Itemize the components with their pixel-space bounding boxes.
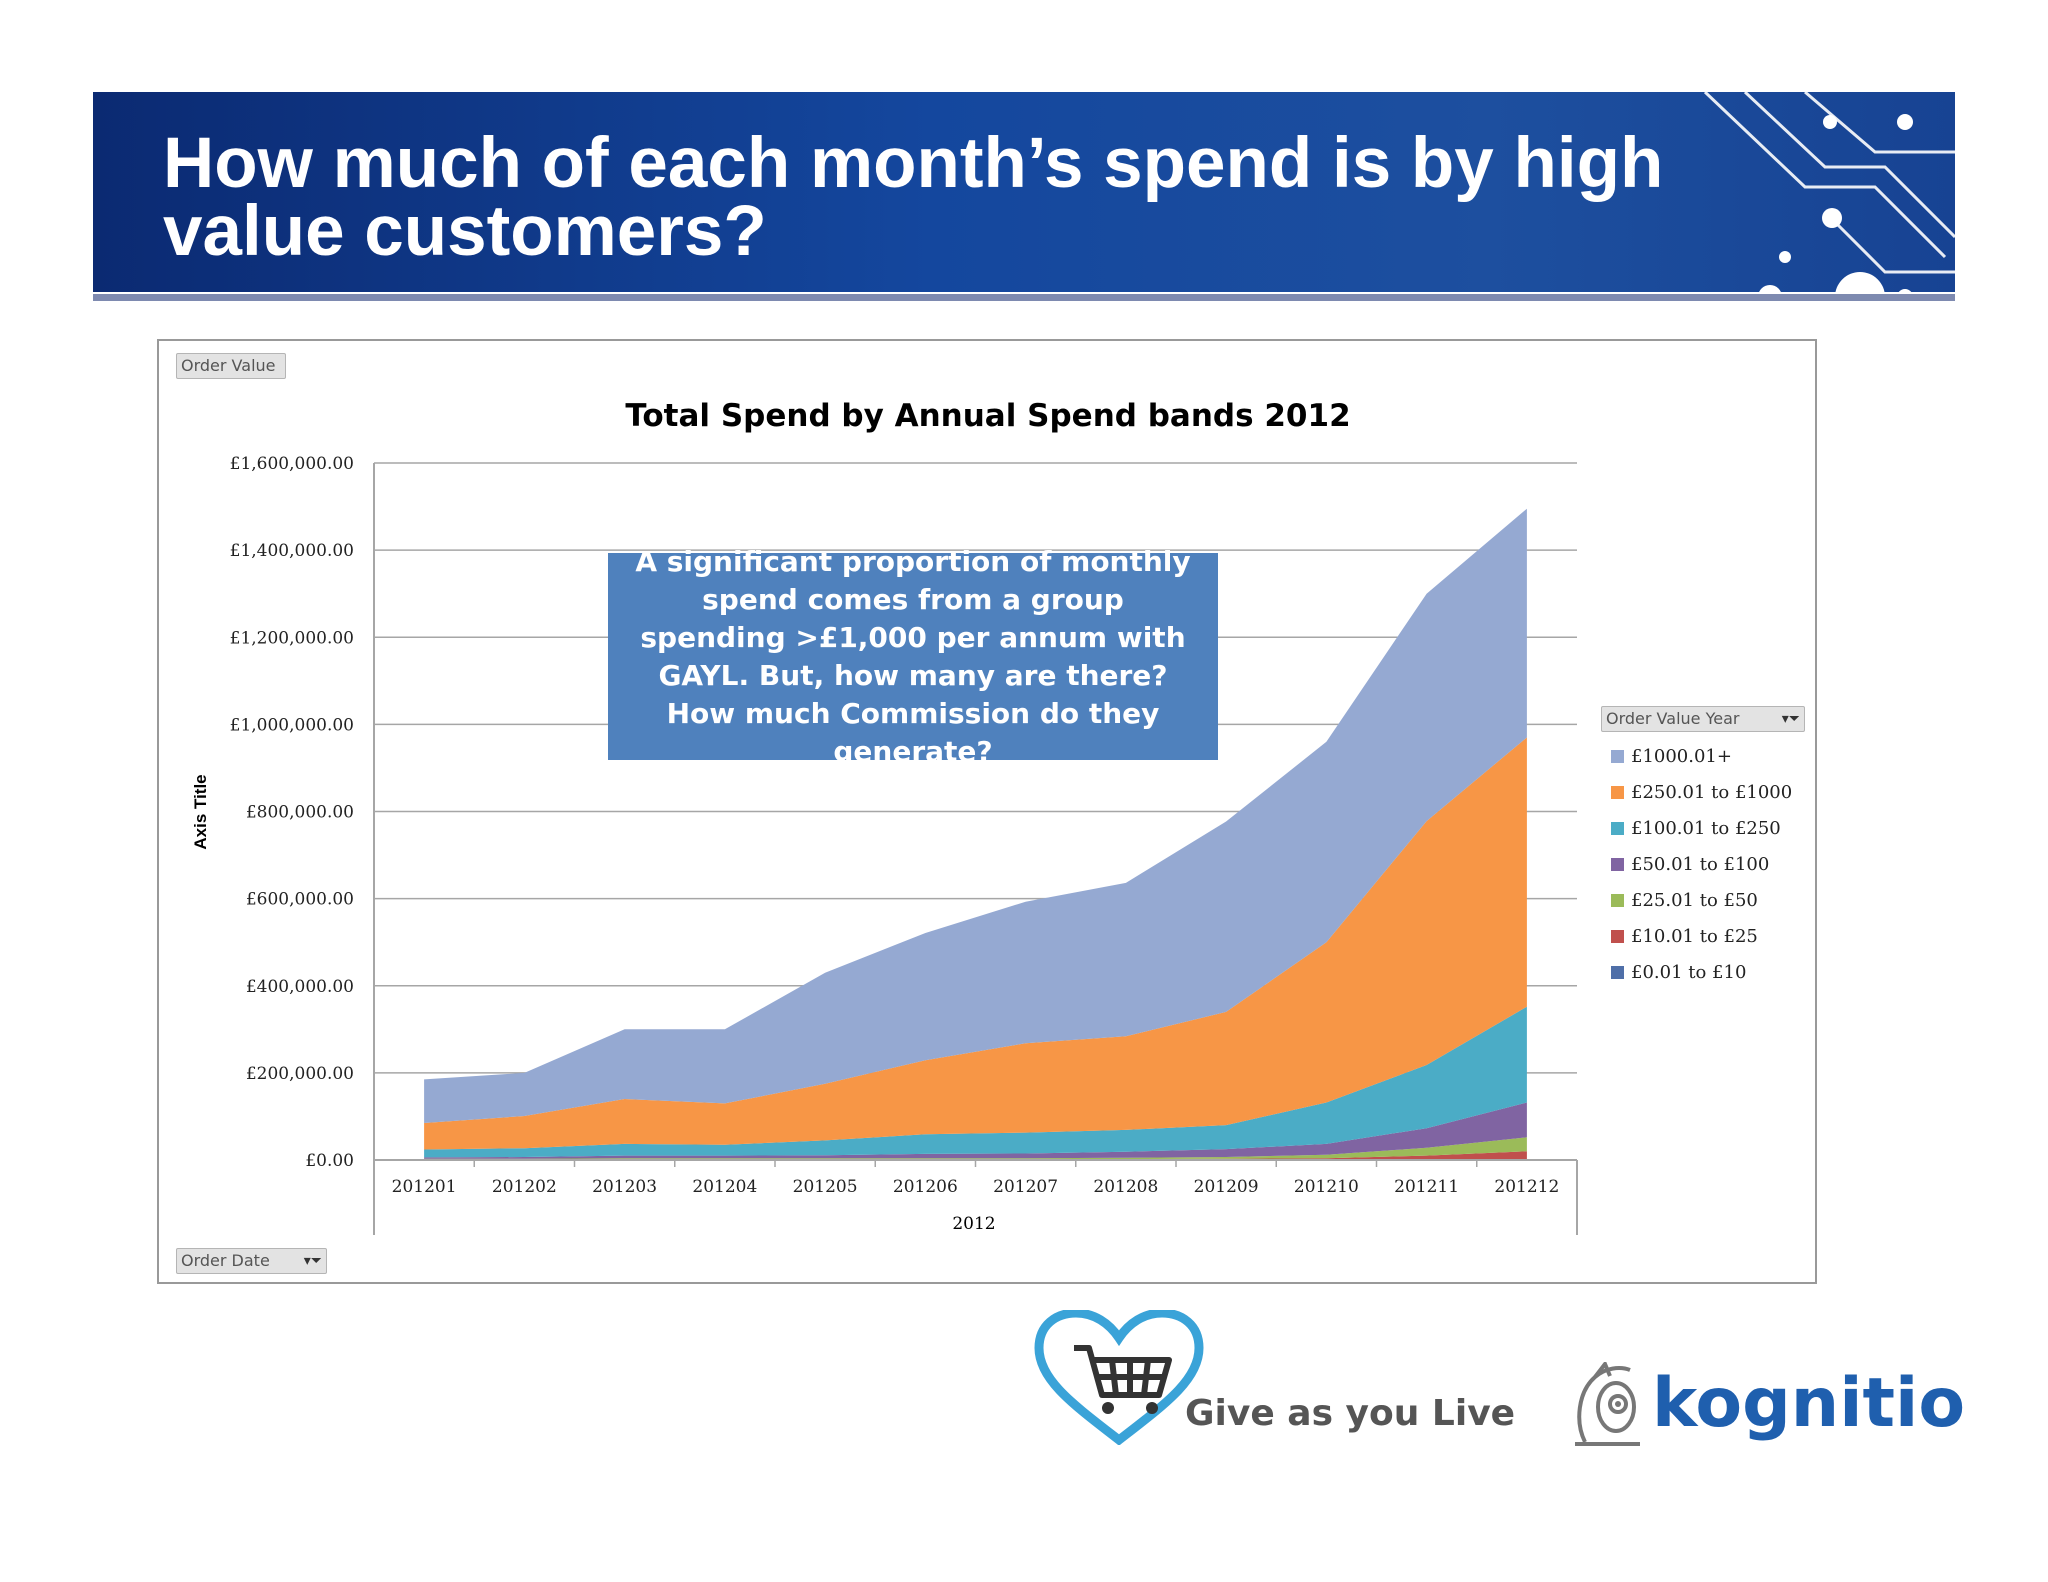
legend-item[interactable]: £250.01 to £1000 — [1611, 774, 1792, 810]
y-axis-title: Axis Title — [191, 774, 210, 849]
order-value-field-button[interactable]: Order Value — [176, 353, 286, 379]
gayl-logo-text: Give as you Live — [1185, 1393, 1516, 1434]
order-date-label: Order Date — [181, 1251, 270, 1270]
x-tick-label: 201201 — [392, 1177, 457, 1197]
x-axis-title: 2012 — [952, 1214, 995, 1234]
callout-text: A significant proportion of monthly spen… — [635, 544, 1191, 768]
legend-label: £10.01 to £25 — [1631, 925, 1758, 947]
x-tick-label: 201202 — [492, 1177, 557, 1197]
area-series--250-01-to-1000 — [424, 737, 1527, 1150]
title-banner: How much of each month’s spend is by hig… — [93, 92, 1955, 292]
legend-swatch — [1611, 965, 1624, 979]
legend-label: £250.01 to £1000 — [1631, 781, 1793, 803]
y-tick-label: £800,000.00 — [246, 803, 354, 823]
area-series--1000-01- — [424, 508, 1527, 1123]
area-series--100-01-to-250 — [424, 1006, 1527, 1158]
slide-title: How much of each month’s spend is by hig… — [163, 124, 1664, 271]
chart-legend: £1000.01+ £250.01 to £1000 £100.01 to £250… — [1611, 738, 1792, 990]
legend-label: £100.01 to £250 — [1631, 817, 1781, 839]
y-tick-label: £0.00 — [305, 1151, 354, 1171]
filter-icon[interactable]: ▾⏷ — [303, 1253, 322, 1269]
legend-item[interactable]: £0.01 to £10 — [1611, 954, 1792, 990]
legend-swatch — [1611, 749, 1624, 763]
legend-label: £1000.01+ — [1631, 745, 1732, 767]
order-value-year-field-button[interactable]: Order Value Year ▾⏷ — [1601, 706, 1805, 732]
legend-item[interactable]: £50.01 to £100 — [1611, 846, 1792, 882]
y-tick-label: £1,600,000.00 — [230, 454, 354, 474]
x-tick-label: 201212 — [1494, 1177, 1559, 1197]
chart-title: Total Spend by Annual Spend bands 2012 — [625, 398, 1350, 434]
legend-item[interactable]: £25.01 to £50 — [1611, 882, 1792, 918]
legend-swatch — [1611, 785, 1624, 799]
area-series--10-01-to-25 — [424, 1151, 1527, 1160]
legend-label: £25.01 to £50 — [1631, 889, 1758, 911]
kognitio-logo-text: kognitio — [1652, 1364, 1966, 1443]
y-tick-label: £1,000,000.00 — [230, 715, 354, 735]
legend-item[interactable]: £1000.01+ — [1611, 738, 1792, 774]
legend-label: £0.01 to £10 — [1631, 961, 1747, 983]
axes: £0.00 £200,000.00 £400,000.00 £600,000.00 £8… — [230, 454, 1578, 1235]
x-tick-label: 201211 — [1394, 1177, 1459, 1197]
owl-icon — [1575, 1362, 1640, 1446]
x-tick-label: 201210 — [1294, 1177, 1359, 1197]
legend-swatch — [1611, 929, 1624, 943]
legend-swatch — [1611, 857, 1624, 871]
order-date-field-button[interactable]: Order Date ▾⏷ — [176, 1248, 327, 1274]
x-tick-label: 201208 — [1093, 1177, 1158, 1197]
legend-swatch — [1611, 893, 1624, 907]
filter-icon[interactable]: ▾⏷ — [1781, 711, 1800, 727]
banner-stripe — [93, 294, 1955, 301]
area-chart: £0.00 £200,000.00 £400,000.00 £600,000.00 £8… — [191, 398, 1578, 1235]
x-tick-label: 201203 — [592, 1177, 657, 1197]
legend-item[interactable]: £10.01 to £25 — [1611, 918, 1792, 954]
legend-swatch — [1611, 821, 1624, 835]
y-tick-label: £200,000.00 — [246, 1064, 354, 1084]
x-tick-label: 201207 — [993, 1177, 1058, 1197]
order-value-label: Order Value — [181, 356, 276, 375]
legend-label: £50.01 to £100 — [1631, 853, 1770, 875]
x-tick-label: 201204 — [692, 1177, 757, 1197]
shopping-cart-heart-icon — [1034, 1310, 1204, 1445]
x-tick-label: 201205 — [793, 1177, 858, 1197]
circuit-decoration — [1703, 92, 1955, 292]
y-tick-label: £400,000.00 — [246, 977, 354, 997]
x-tick-label: 201206 — [893, 1177, 958, 1197]
order-value-year-label: Order Value Year — [1606, 709, 1740, 728]
callout-box: A significant proportion of monthly spen… — [608, 545, 1218, 768]
y-tick-label: £1,400,000.00 — [230, 541, 354, 561]
legend-item[interactable]: £100.01 to £250 — [1611, 810, 1792, 846]
y-tick-label: £1,200,000.00 — [230, 628, 354, 648]
y-tick-label: £600,000.00 — [246, 890, 354, 910]
x-tick-label: 201209 — [1194, 1177, 1259, 1197]
